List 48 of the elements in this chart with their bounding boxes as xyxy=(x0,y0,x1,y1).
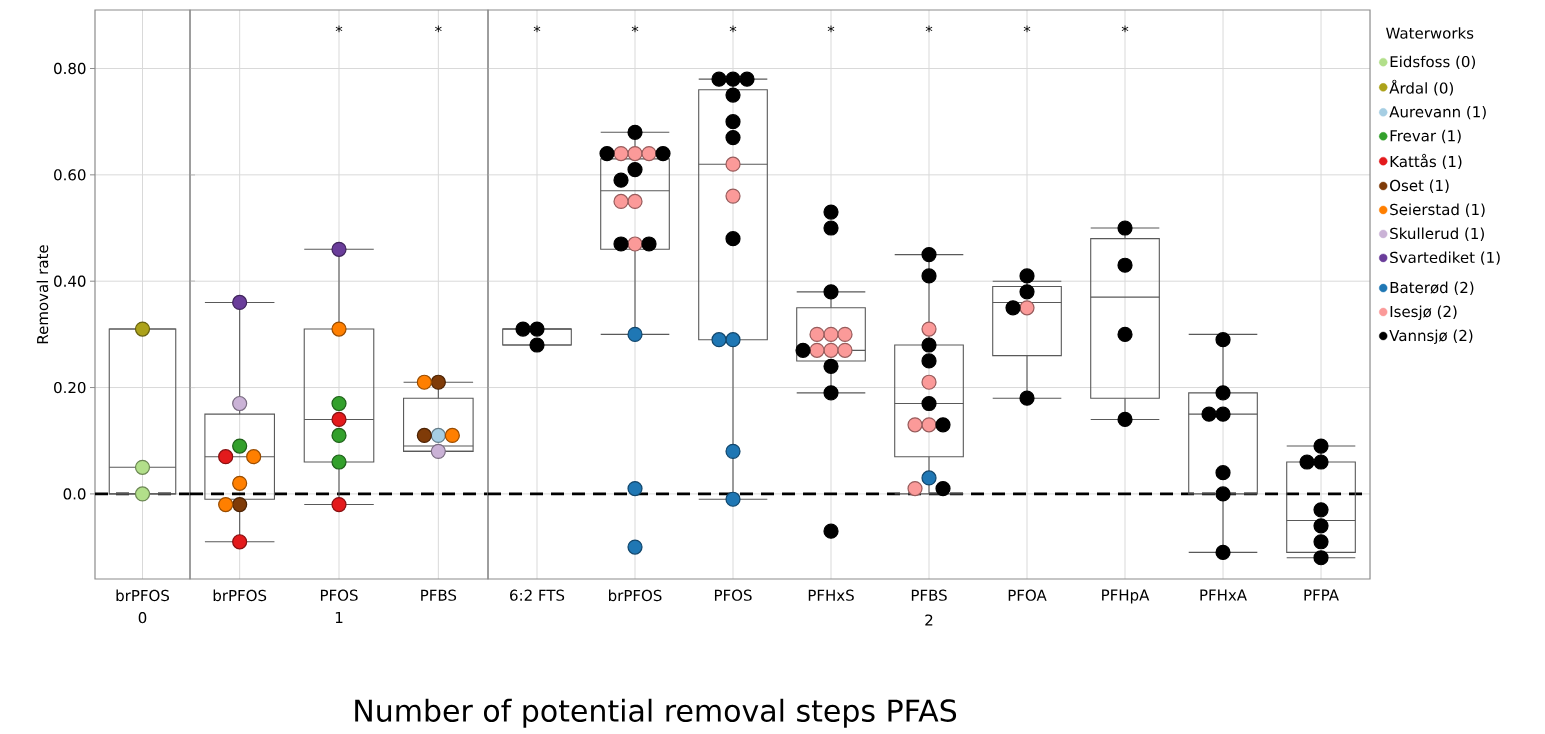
legend-label: Årdal (0) xyxy=(1389,79,1453,96)
legend-label: Baterød (2) xyxy=(1390,281,1474,295)
x-axis-title: 1 xyxy=(335,611,343,623)
x-tick-label: PFOS xyxy=(714,589,752,601)
x-tick-label: brPFOS xyxy=(609,589,662,602)
point xyxy=(134,486,151,502)
x-tick-label: brPFOS xyxy=(116,589,170,602)
legend-label: Aurevann (1) xyxy=(1389,105,1486,120)
x-tick-label: PFBS xyxy=(911,589,947,601)
y-tick-label: 0.20 xyxy=(54,381,86,394)
x-tick-label: PFHxS xyxy=(808,589,854,601)
x-axis-title: 2 xyxy=(925,614,933,626)
x-tick-label: PFOS xyxy=(320,589,358,601)
y-tick-label: 0.80 xyxy=(54,62,86,75)
annotation: * xyxy=(435,25,442,33)
legend-label: Svartediket (1) xyxy=(1390,251,1500,265)
x-tick-label: 6:2 FTS xyxy=(510,589,565,601)
annotation: * xyxy=(925,25,933,33)
legend-label: Isesjø (2) xyxy=(1390,305,1457,321)
legend-label: Frevar (1) xyxy=(1390,129,1461,144)
legend-title: Waterworks xyxy=(1386,27,1474,39)
x-tick-label: PFHpA xyxy=(1102,589,1150,604)
point xyxy=(134,459,151,475)
annotation: * xyxy=(631,25,639,33)
annotation: * xyxy=(827,25,835,33)
annotation: * xyxy=(533,25,541,33)
legend-label: Eidsfoss (0) xyxy=(1390,55,1475,70)
legend-label: Kattås (1) xyxy=(1390,153,1462,169)
legend-label: Skullerud (1) xyxy=(1390,227,1484,241)
x-axis-title: 0 xyxy=(138,611,147,624)
point xyxy=(134,321,151,337)
y-tick-label: 0.60 xyxy=(54,169,86,181)
y-axis-title: Removal rate xyxy=(36,245,49,344)
x-tick-label: brPFOS xyxy=(213,589,267,602)
y-tick-label: 0.0 xyxy=(63,488,86,500)
x-tick-label: PFPA xyxy=(1304,589,1339,601)
x-tick-label: PFHxA xyxy=(1200,589,1247,601)
x-tick-label: PFOA xyxy=(1008,589,1047,601)
annotation: * xyxy=(729,25,737,33)
annotation: * xyxy=(335,25,343,33)
annotation: * xyxy=(1023,25,1031,33)
x-tick-label: PFBS xyxy=(421,589,457,601)
legend-label: Seierstad (1) xyxy=(1390,203,1485,217)
legend-label: Vannsjø (2) xyxy=(1389,329,1473,345)
annotation: * xyxy=(1121,25,1129,33)
legend-label: Oset (1) xyxy=(1390,179,1449,193)
text: Number of potential removal steps PFAS xyxy=(355,698,957,728)
y-tick-label: 0.40 xyxy=(54,275,86,287)
